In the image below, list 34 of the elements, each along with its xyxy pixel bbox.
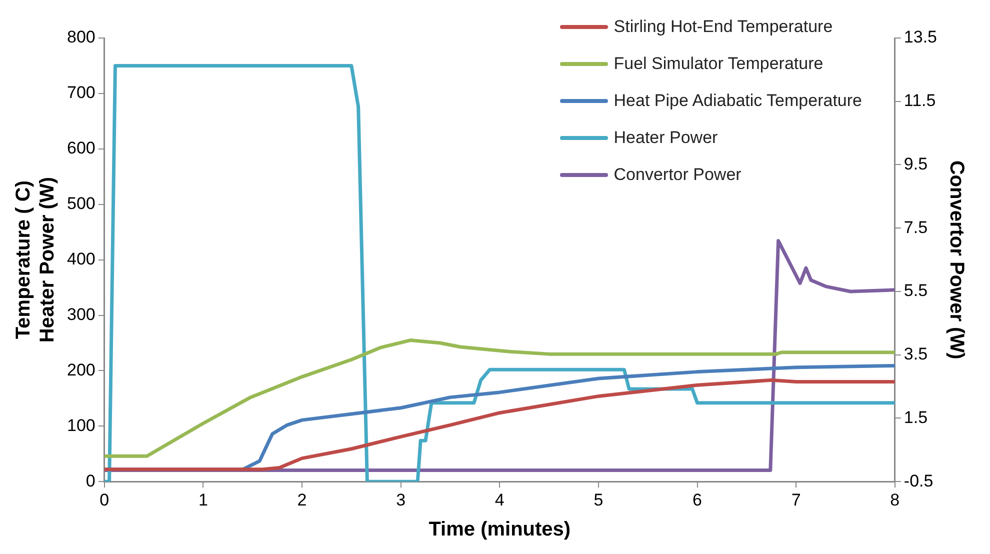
x-tick-label: 3	[396, 490, 406, 510]
y2-tick-label: 5.5	[904, 281, 928, 300]
y-axis-title: Temperature ( C) Heater Power (W)	[12, 177, 59, 343]
y2-tick-label: -0.5	[904, 471, 934, 490]
x-tick-label: 8	[890, 490, 900, 510]
y-tick-label: 200	[66, 360, 96, 380]
legend-label: Heater Power	[614, 128, 718, 148]
legend-label: Heat Pipe Adiabatic Temperature	[614, 90, 862, 110]
y-tick-label: 400	[66, 249, 96, 268]
y-tick-label: 700	[66, 83, 96, 102]
x-tick-label: 4	[494, 490, 504, 510]
x-tick-label: 2	[297, 490, 307, 510]
x-tick-label: 6	[692, 490, 702, 510]
y2-tick-label: 7.5	[904, 218, 928, 237]
y2-tick-label: 9.5	[904, 154, 928, 174]
y-tick-label: 800	[66, 28, 96, 47]
y2-tick-label: 11.5	[904, 91, 936, 110]
x-tick-label: 7	[791, 490, 801, 510]
x-tick-label: 5	[594, 490, 604, 510]
y2-tick-label: 1.5	[904, 408, 928, 427]
legend-label: Convertor Power	[614, 164, 742, 184]
y-tick-label: 600	[66, 138, 96, 158]
y2-axis-title: Convertor Power (W)	[945, 160, 968, 360]
y-tick-label: 500	[66, 194, 96, 214]
x-tick-label: 0	[100, 490, 110, 510]
legend-label: Stirling Hot-End Temperature	[614, 16, 833, 36]
y2-tick-label: 13.5	[904, 28, 938, 47]
y2-tick-label: 3.5	[904, 344, 928, 364]
y-tick-label: 300	[66, 304, 96, 324]
legend-label: Fuel Simulator Temperature	[614, 54, 824, 74]
x-axis-title: Time (minutes)	[428, 518, 571, 541]
y-tick-label: 0	[86, 471, 96, 490]
x-tick-label: 1	[198, 490, 208, 510]
y-tick-label: 100	[66, 416, 96, 435]
